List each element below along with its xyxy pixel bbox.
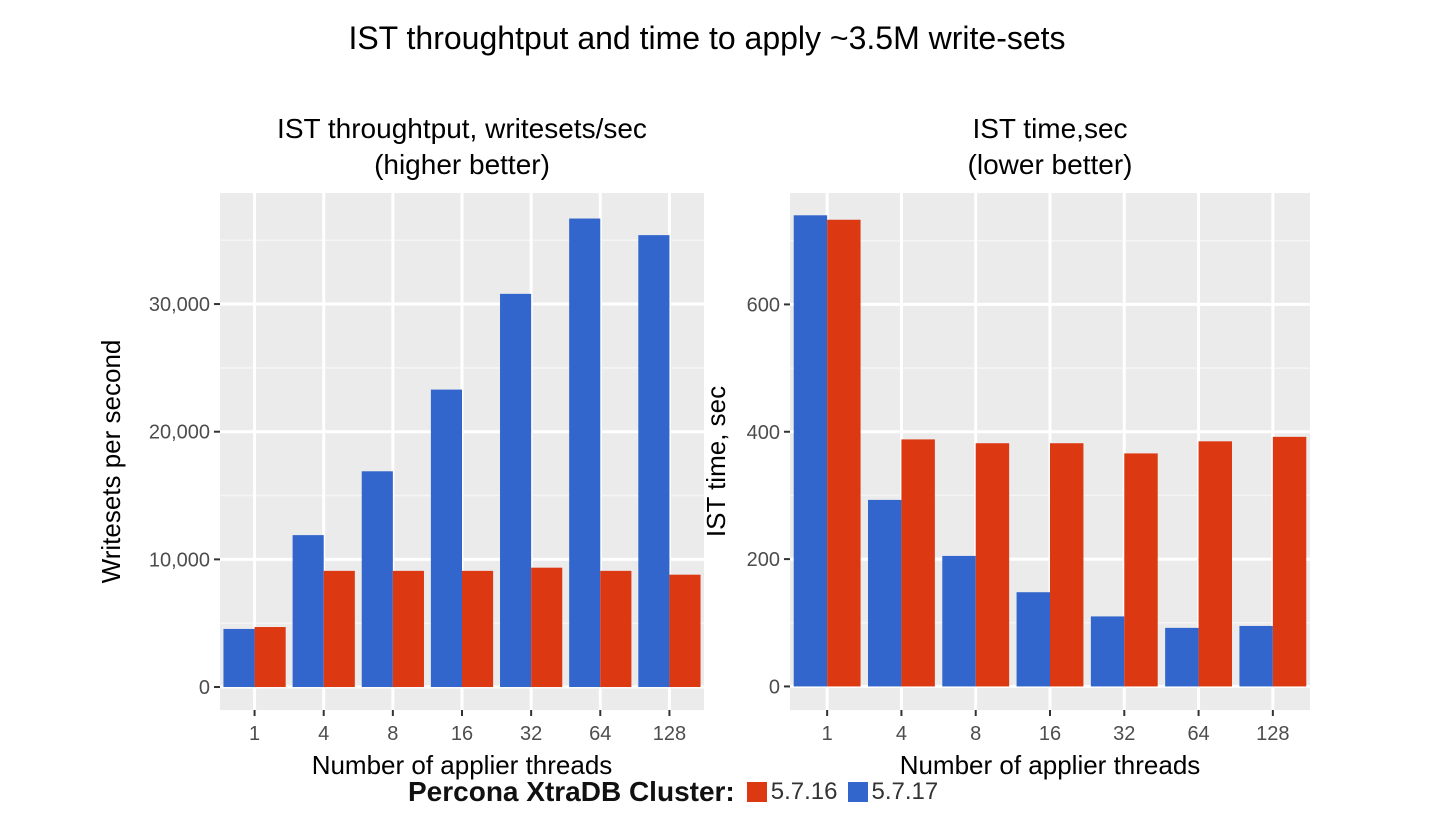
- panel-subtitle: (higher better): [374, 149, 550, 180]
- x-tick-label: 4: [896, 723, 907, 745]
- y-axis-label: IST time, sec: [701, 386, 731, 537]
- bar-5716-32: [1124, 453, 1158, 687]
- x-tick-label: 32: [520, 723, 542, 745]
- bar-5717-4: [868, 499, 902, 687]
- panel-title: IST throughtput, writesets/sec: [277, 113, 647, 144]
- bar-5717-64: [1165, 627, 1199, 687]
- y-axis-label: Writesets per second: [96, 340, 126, 584]
- main-title: IST throughtput and time to apply ~3.5M …: [348, 20, 1066, 56]
- y-tick-label: 200: [747, 549, 780, 571]
- x-tick-label: 16: [1039, 723, 1061, 745]
- bar-5717-32: [1090, 616, 1125, 687]
- bar-5717-16: [1016, 592, 1050, 687]
- x-tick-label: 1: [822, 723, 833, 745]
- legend-title: Percona XtraDB Cluster:: [408, 776, 735, 807]
- bar-5717-128: [638, 235, 670, 688]
- bar-5716-32: [531, 567, 563, 688]
- y-tick-label: 30,000: [149, 294, 210, 316]
- bar-5716-64: [600, 570, 632, 688]
- bar-5717-1: [793, 215, 828, 687]
- throughput-panel: IST throughtput, writesets/sec (higher be…: [96, 113, 704, 780]
- bar-5716-4: [901, 439, 935, 687]
- bar-5717-4: [292, 535, 324, 688]
- legend-label-5717: 5.7.17: [871, 778, 939, 805]
- bar-5717-16: [430, 389, 462, 688]
- x-tick-label: 128: [1256, 723, 1289, 745]
- bar-5716-128: [1272, 436, 1307, 687]
- y-tick-label: 0: [769, 676, 780, 698]
- x-tick-label: 64: [1187, 723, 1209, 745]
- y-tick-label: 600: [747, 294, 780, 316]
- bar-5716-16: [1050, 443, 1084, 687]
- panel-subtitle: (lower better): [968, 149, 1133, 180]
- x-tick-label: 16: [451, 723, 473, 745]
- x-tick-label: 4: [318, 723, 329, 745]
- bar-5717-32: [500, 293, 532, 688]
- bar-5717-128: [1239, 625, 1273, 687]
- bar-5717-8: [942, 555, 976, 687]
- bar-5717-1: [223, 628, 255, 688]
- legend-key-5716: [746, 782, 767, 802]
- bar-5717-64: [569, 218, 601, 688]
- legend-key-5717: [847, 782, 868, 802]
- y-tick-label: 10,000: [149, 549, 210, 571]
- y-tick-label: 400: [747, 422, 780, 444]
- x-tick-label: 8: [387, 723, 398, 745]
- bar-5716-8: [975, 443, 1010, 687]
- x-axis-label: Number of applier threads: [312, 750, 613, 780]
- x-tick-label: 32: [1113, 723, 1135, 745]
- bar-5716-1: [827, 219, 861, 687]
- ist-time-panel: IST time,sec (lower better) 0 200 400 600 1 4 8 1…: [701, 113, 1310, 780]
- bar-5716-4: [323, 570, 355, 688]
- x-tick-label: 1: [249, 723, 260, 745]
- x-tick-label: 8: [970, 723, 981, 745]
- bar-5716-64: [1198, 441, 1232, 687]
- panel-title: IST time,sec: [972, 113, 1127, 144]
- bar-5716-1: [254, 627, 286, 688]
- y-tick-label: 20,000: [149, 422, 210, 444]
- bar-5717-8: [361, 471, 393, 688]
- bar-5716-8: [392, 570, 424, 688]
- legend: Percona XtraDB Cluster: 5.7.16 5.7.17: [408, 772, 948, 812]
- x-axis-label: Number of applier threads: [900, 750, 1201, 780]
- y-tick-label: 0: [199, 677, 210, 699]
- x-tick-label: 64: [589, 723, 611, 745]
- x-tick-label: 128: [653, 723, 686, 745]
- bar-5716-16: [462, 570, 494, 688]
- bar-5716-128: [669, 574, 701, 688]
- legend-label-5716: 5.7.16: [770, 778, 838, 805]
